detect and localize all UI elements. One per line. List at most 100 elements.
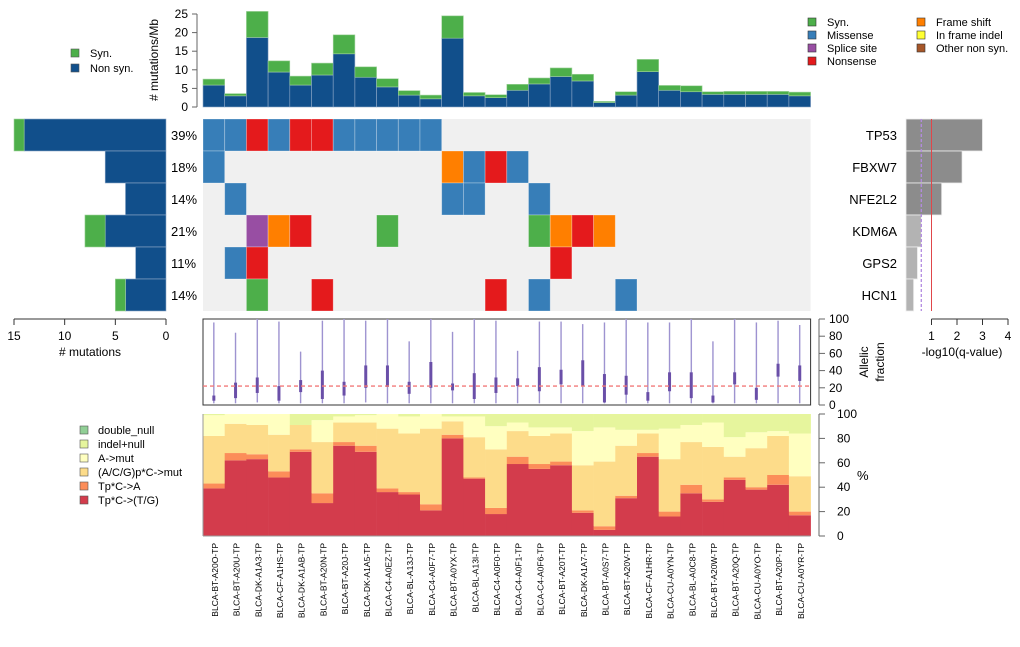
bar-syn	[701, 91, 725, 95]
spectrum-segment-a-mut	[268, 414, 291, 435]
y-tick-label: 25	[175, 7, 189, 21]
spectrum-segment--a-c-g-p-c-mut	[246, 424, 269, 455]
y-tick-label: 100	[837, 407, 857, 421]
bar-non-syn	[593, 102, 616, 108]
y-axis-title: %	[857, 468, 869, 483]
bar-syn	[506, 84, 529, 91]
spectrum-legend: double_null indel+null A->mut (A/C/G)p*C->m…	[79, 425, 182, 507]
spectrum-segment-a-mut	[637, 429, 659, 434]
bar-syn	[680, 85, 703, 93]
sample-label: BLCA-BT-A20P-TP	[774, 543, 784, 616]
matrix-cell-missense	[506, 150, 529, 184]
matrix-cell-nonsense	[289, 118, 312, 152]
spectrum-segment-tp-c-t-g-	[767, 484, 790, 536]
matrix-cell-nonsense	[311, 278, 334, 312]
sample-label: BLCA-BL-A0C8-TP	[687, 543, 697, 617]
sample-label: BLCA-C4-A0F7-TP	[427, 543, 437, 616]
spectrum-segment-tp-c-a	[680, 484, 703, 494]
bar-non-syn	[766, 94, 790, 108]
matrix-cell-missense	[528, 278, 551, 312]
legend-swatch	[79, 467, 89, 477]
x-tick-label: 4	[1005, 329, 1012, 343]
sample-label: BLCA-BT-A20J-TP	[340, 543, 350, 615]
spectrum-segment-a-mut	[463, 416, 486, 438]
legend-label: Tp*C->(T/G)	[98, 495, 159, 507]
spectrum-segment-a-mut	[615, 429, 638, 446]
legend-swatch	[79, 495, 89, 505]
spectrum-segment-a-mut	[658, 428, 681, 460]
qvalue-bar	[905, 214, 922, 248]
sample-label: BLCA-C4-A0F1-TP	[514, 543, 524, 616]
spectrum-segment--a-c-g-p-c-mut	[485, 449, 508, 508]
matrix-cell-missense	[202, 150, 226, 184]
matrix-cell-frame-shift	[441, 150, 464, 184]
bar-non-syn	[701, 94, 725, 108]
spectrum-segment-a-mut	[767, 431, 790, 436]
gene-bar-syn	[115, 278, 126, 312]
spectrum-segment--a-c-g-p-c-mut	[637, 433, 659, 454]
spectrum-segment-tp-c-t-g-	[550, 465, 573, 536]
y-tick-label: 80	[837, 431, 851, 445]
spectrum-segment-indel-null	[788, 414, 811, 434]
sample-label: BLCA-DK-A1AB-TP	[297, 543, 307, 618]
spectrum-segment-a-mut	[680, 424, 703, 443]
sample-label: BLCA-BT-A0S7-TP	[600, 543, 610, 616]
spectrum-segment-tp-c-t-g-	[246, 459, 269, 536]
spectrum-segment-a-mut	[485, 426, 508, 450]
spectrum-segment-indel-null	[767, 414, 790, 432]
bar-syn	[354, 66, 377, 78]
legend-label: Tp*C->A	[98, 481, 141, 493]
spectrum-segment-tp-c-a	[723, 477, 746, 480]
bar-non-syn	[745, 94, 768, 108]
bar-syn	[202, 78, 226, 86]
sample-label: BLCA-CF-A1HS-TP	[275, 543, 285, 618]
spectrum-segment-tp-c-t-g-	[593, 529, 616, 536]
matrix-cell-frame-shift	[549, 214, 573, 248]
y-tick-label: 0	[181, 100, 188, 114]
bar-non-syn	[311, 74, 334, 108]
spectrum-segment-tp-c-t-g-	[203, 488, 225, 536]
x-tick-label: 10	[58, 329, 72, 343]
matrix-cell-missense	[462, 150, 486, 184]
bar-non-syn	[202, 84, 226, 108]
legend-swatch-syn	[807, 17, 817, 27]
spectrum-segment-a-mut	[398, 416, 421, 434]
matrix-cell-missense	[528, 182, 551, 216]
legend-label: Syn.	[827, 17, 849, 29]
spectrum-segment-tp-c-a	[463, 477, 486, 479]
qvalue-bar	[905, 182, 943, 216]
spectrum-segment--a-c-g-p-c-mut	[289, 424, 312, 450]
x-tick-label: 1	[928, 329, 935, 343]
spectrum-segment-a-mut	[376, 414, 399, 429]
qvalue-chart: TP53 FBXW7 NFE2L2 KDM6A GPS2 HCN1 1 2 3 4-log10(q…	[849, 118, 1012, 359]
spectrum-segment--a-c-g-p-c-mut	[788, 476, 811, 512]
bar-non-syn	[224, 95, 247, 108]
spectrum-segment-tp-c-t-g-	[680, 493, 703, 536]
spectrum-segment--a-c-g-p-c-mut	[680, 442, 703, 485]
matrix-cell-missense	[202, 118, 226, 152]
spectrum-segment--a-c-g-p-c-mut	[354, 422, 377, 446]
spectrum-segment-indel-null	[593, 414, 616, 428]
spectrum-segment-tp-c-t-g-	[723, 479, 746, 536]
matrix-cell-syn-	[528, 214, 551, 248]
bar-non-syn	[658, 89, 681, 108]
gene-bar-non-syn	[23, 118, 167, 152]
oncoprint-matrix	[202, 118, 811, 312]
legend-swatch-inframe	[916, 30, 926, 40]
gene-bar-non-syn	[104, 150, 167, 184]
bar-syn	[246, 11, 269, 38]
spectrum-segment--a-c-g-p-c-mut	[702, 446, 725, 500]
bar-syn	[614, 91, 638, 96]
spectrum-segment-tp-c-a	[203, 483, 225, 489]
mutation-spectrum-chart: 0 20 40 60 80 100%	[202, 407, 869, 543]
spectrum-segment--a-c-g-p-c-mut	[723, 456, 746, 478]
legend-label: Frame shift	[936, 17, 991, 29]
sample-label: BLCA-BL-A13J-TP	[405, 543, 415, 615]
gene-percent: 14%	[171, 192, 197, 207]
legend-swatch-nonsense	[807, 56, 817, 66]
spectrum-segment-tp-c-a	[224, 453, 247, 461]
spectrum-segment--a-c-g-p-c-mut	[615, 445, 638, 496]
spectrum-segment-tp-c-a	[767, 475, 790, 485]
gene-percent: 14%	[171, 288, 197, 303]
y-tick-label: 20	[837, 505, 851, 519]
